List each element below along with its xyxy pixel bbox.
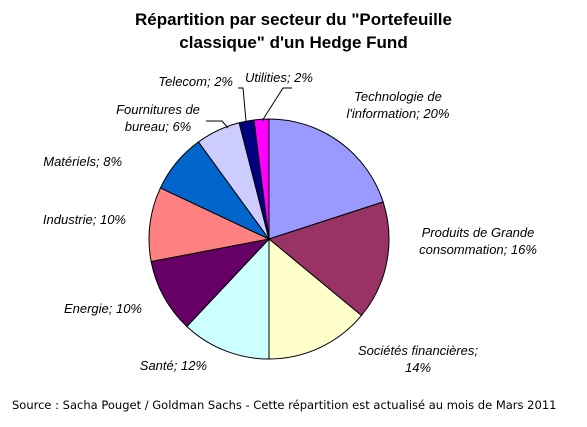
slice-label-6: Industrie; 10% <box>43 212 126 227</box>
pie-slices <box>148 118 390 360</box>
leader-line-10 <box>261 87 292 122</box>
pie-slice-4 <box>186 237 270 360</box>
chart-title: Répartition par secteur du "Portefeuille… <box>0 8 587 54</box>
chart-title-line-2: classique" d'un Hedge Fund <box>179 33 408 52</box>
source-note: Source : Sacha Pouget / Goldman Sachs - … <box>12 398 557 412</box>
slice-label-10: Utilities; 2% <box>245 70 313 85</box>
slice-label-7: Matériels; 8% <box>43 154 122 169</box>
pie-slice-1 <box>268 118 384 240</box>
slice-label-3: Sociétés financières; 14% <box>358 343 478 375</box>
slice-label-4: Santé; 12% <box>140 358 207 373</box>
slice-label-1: Technologie de l'information; 20% <box>347 89 450 121</box>
chart-title-line-1: Répartition par secteur du "Portefeuille <box>135 10 452 29</box>
slice-label-9: Telecom; 2% <box>158 74 233 89</box>
leader-line-8 <box>206 120 229 129</box>
pie-slice-5 <box>150 238 271 328</box>
slice-label-8: Fournitures de bureau; 6% <box>116 102 200 134</box>
pie-slice-2 <box>267 201 390 317</box>
slice-label-5: Energie; 10% <box>64 301 142 316</box>
pie-slice-10 <box>253 118 270 240</box>
leader-line-9 <box>238 87 247 122</box>
pie-slice-6 <box>148 187 271 263</box>
slice-labels: Technologie de l'information; 20% Produits… <box>43 70 537 375</box>
leader-lines <box>206 87 292 129</box>
slice-label-2: Produits de Grande consommation; 16% <box>419 225 537 257</box>
pie-slice-3 <box>268 237 363 360</box>
